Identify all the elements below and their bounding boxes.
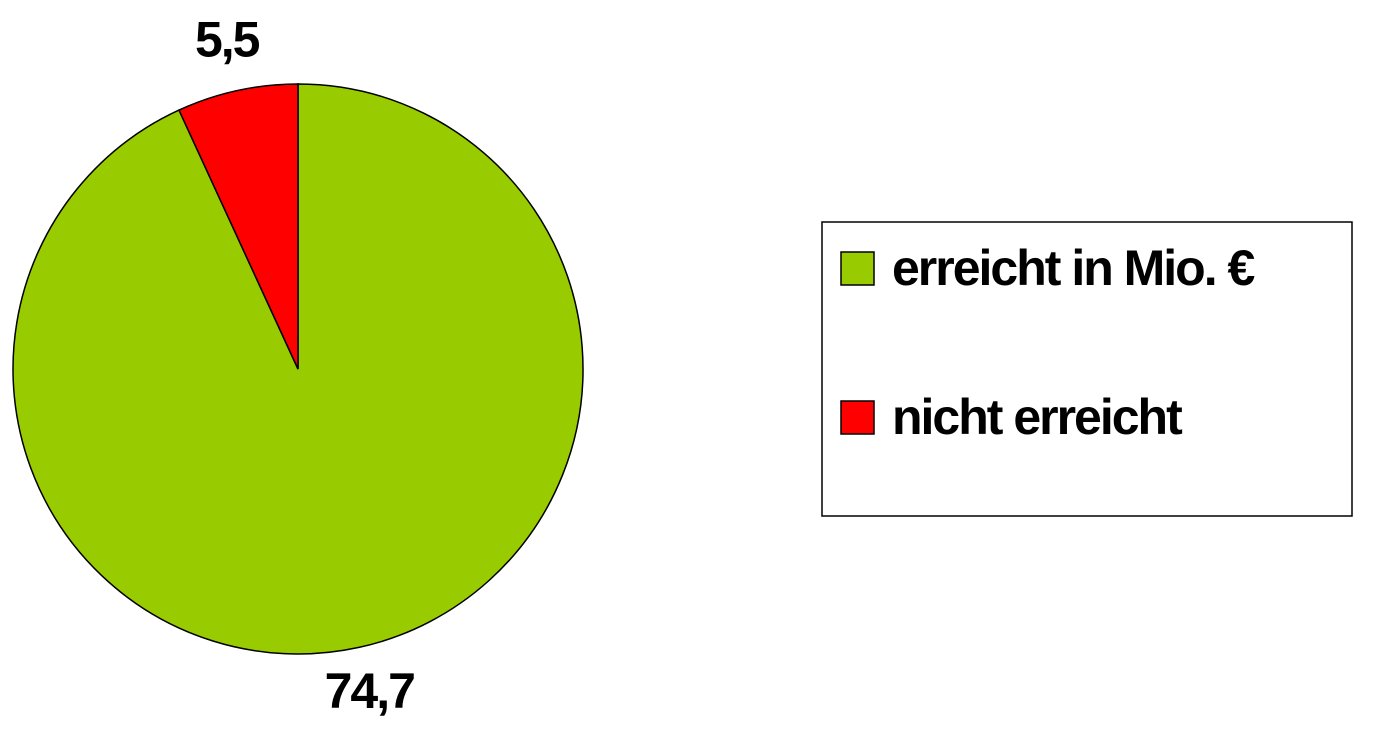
legend-swatch (840, 251, 875, 286)
legend-label: erreicht in Mio. € (892, 240, 1255, 296)
data-label: 74,7 (325, 663, 415, 719)
legend-swatch (840, 400, 875, 435)
data-label: 5,5 (195, 11, 260, 67)
legend-label: nicht erreicht (892, 389, 1183, 445)
legend-box (821, 221, 1353, 517)
pie-slice (177, 83, 299, 370)
